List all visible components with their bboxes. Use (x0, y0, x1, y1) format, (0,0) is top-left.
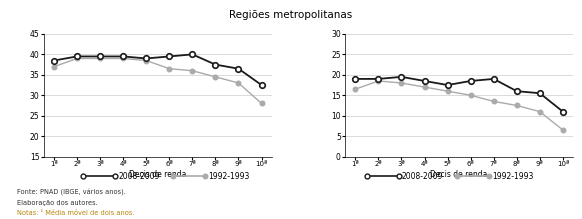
Text: 2008-2009: 2008-2009 (118, 172, 159, 181)
Text: Regiões metropolitanas: Regiões metropolitanas (229, 10, 353, 20)
Text: 2008-2009: 2008-2009 (402, 172, 443, 181)
Text: 1992-1993: 1992-1993 (492, 172, 533, 181)
X-axis label: Decis de renda: Decis de renda (129, 170, 186, 178)
Text: Elaboração dos autores.: Elaboração dos autores. (17, 200, 98, 206)
Text: 1992-1993: 1992-1993 (208, 172, 250, 181)
X-axis label: Decis de renda: Decis de renda (431, 170, 488, 178)
Text: Notas: ¹ Média móvel de dois anos.: Notas: ¹ Média móvel de dois anos. (17, 210, 135, 216)
Text: Fonte: PNAD (IBGE, vários anos).: Fonte: PNAD (IBGE, vários anos). (17, 189, 126, 196)
